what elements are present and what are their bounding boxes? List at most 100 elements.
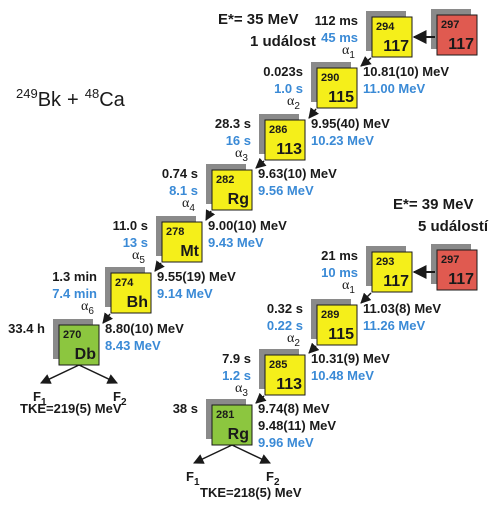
event-count: 1 událost [250,33,316,50]
excitation-energy: E*= 39 MeV [393,196,473,213]
half-life-calc: 1.2 s [222,368,251,383]
half-life-exp: 33.4 h [8,321,45,336]
half-life-exp: 21 ms [321,248,358,263]
alpha-energy-exp: 11.03(8) MeV [363,301,441,316]
element: 113 [276,141,302,158]
target: Bk [38,89,62,111]
compound-nucleus [436,249,478,291]
nucleus [110,272,152,314]
nucleus [371,251,413,293]
nucleus [58,324,100,366]
fission-fragment-symbol: F [113,389,121,404]
mass-number: 286 [269,124,287,136]
half-life-exp: 7.9 s [222,351,251,366]
alpha-arrow [360,55,372,67]
excitation-energy: E*= 35 MeV [218,11,298,28]
half-life-calc: 13 s [123,235,148,250]
fission-fragment-index: 2 [274,477,280,488]
fission-fragment-symbol: F [266,469,274,484]
half-life-calc: 45 ms [321,30,358,45]
alpha-label-symbol: α [342,43,350,58]
fission-fragment-symbol: F [33,389,41,404]
alpha-energy-exp: 9.48(11) MeV [258,418,336,433]
half-life-exp: 112 ms [315,13,358,28]
mass-number: 297 [441,19,459,31]
alpha-label: α6 [81,299,94,317]
alpha-label-index: 1 [349,50,355,61]
alpha-energy-calc: 9.96 MeV [258,435,314,450]
alpha-arrow [154,260,165,272]
fission-fragment: F1 [186,469,200,488]
element: Mt [180,243,199,260]
alpha-energy-exp: 10.31(9) MeV [311,351,390,366]
reaction: 249Bk +48Ca [16,86,126,111]
fission-fragment-index: 1 [41,397,47,408]
element: 115 [328,89,354,106]
element: Bh [127,294,148,311]
nucleus [371,16,413,58]
alpha-energy-exp: 9.74(8) MeV [258,401,330,416]
alpha-label-index: 1 [349,285,355,296]
alpha-energy-calc: 9.56 MeV [258,183,314,198]
mass-number: 285 [269,359,287,371]
element: Db [75,346,97,363]
nucleus [161,221,203,263]
fission-arrow [193,444,233,464]
alpha-energy-exp: 9.63(10) MeV [258,166,337,181]
half-life-exp: 0.32 s [267,301,303,316]
target-mass: 249 [16,86,38,101]
beam: Ca [99,89,125,111]
beam-mass: 48 [85,86,99,101]
alpha-label: α5 [132,248,145,266]
alpha-label-symbol: α [182,196,190,211]
alpha-arrow [308,342,320,354]
alpha-energy-calc: 9.14 MeV [157,286,213,301]
fission-arrow [231,444,271,464]
fission-fragment-index: 2 [121,397,127,408]
mass-number: 281 [216,409,234,421]
alpha-energy-exp: 9.55(19) MeV [157,269,236,284]
nucleus [264,119,306,161]
nucleus [316,67,358,109]
compound-nucleus [436,14,478,56]
alpha-arrow [255,157,267,169]
alpha-label-index: 5 [139,255,145,266]
half-life-exp: 1.3 min [52,269,97,284]
half-life-calc: 8.1 s [169,183,198,198]
alpha-label-symbol: α [287,331,295,346]
alpha-arrow [102,312,113,324]
element: 113 [276,376,302,393]
fission-fragment-index: 1 [194,477,200,488]
nucleus [316,304,358,346]
plus: + [67,89,79,111]
fission-fragment-symbol: F [186,469,194,484]
alpha-arrow [255,392,267,404]
element: Rg [228,426,249,443]
fission-arrow [40,364,80,384]
element: 117 [383,38,409,55]
mass-number: 290 [321,72,339,84]
alpha-label: α3 [235,146,248,164]
element: Rg [228,191,249,208]
alpha-label: α1 [342,43,355,61]
alpha-energy-exp: 10.81(10) MeV [363,64,449,79]
fission-arrow [78,364,118,384]
nucleus [211,169,253,211]
nucleus [211,404,253,446]
alpha-label: α1 [342,278,355,296]
mass-number: 297 [441,254,459,266]
half-life-calc: 16 s [226,133,251,148]
mass-number: 274 [115,277,134,289]
half-life-calc: 10 ms [321,265,358,280]
half-life-exp: 0.74 s [162,166,198,181]
alpha-energy-calc: 10.48 MeV [311,368,374,383]
alpha-label-symbol: α [235,146,243,161]
mass-number: 278 [166,226,184,238]
alpha-label: α4 [182,196,195,214]
alpha-arrow [205,209,216,221]
mass-number: 294 [376,21,395,33]
alpha-energy-exp: 9.00(10) MeV [208,218,287,233]
event-count: 5 událostí [418,218,489,235]
alpha-label-symbol: α [132,248,140,263]
